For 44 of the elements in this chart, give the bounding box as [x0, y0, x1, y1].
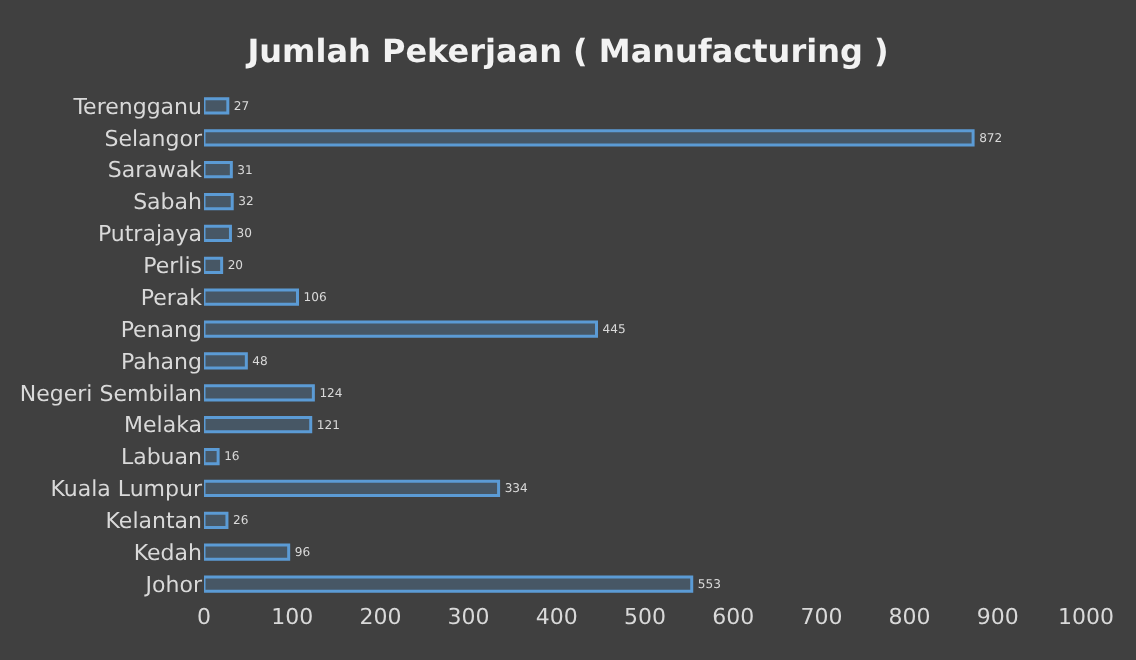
bar	[204, 575, 694, 593]
y-tick-label: Sarawak	[107, 157, 204, 184]
bar	[204, 352, 248, 370]
y-tick-label: Sabah	[133, 189, 203, 216]
y-tick-label: Negeri Sembilan	[19, 380, 203, 407]
x-tick-label: 800	[888, 604, 931, 630]
bar	[204, 543, 291, 561]
x-tick-label: 600	[712, 604, 755, 630]
bar	[204, 288, 299, 306]
y-tick-label: Putrajaya	[97, 221, 202, 248]
x-tick-label: 500	[624, 604, 666, 630]
y-tick-label: Selangor	[104, 125, 203, 152]
bar	[204, 320, 598, 338]
bar	[204, 256, 224, 274]
y-tick-label: Kedah	[133, 539, 203, 566]
bar	[204, 192, 234, 211]
x-tick-label: 100	[271, 604, 314, 630]
x-tick-label: 200	[359, 604, 402, 630]
bar	[204, 97, 230, 115]
x-tick-label: 700	[800, 604, 843, 630]
chart-title: Jumlah Pekerjaan ( Manufacturing )	[245, 32, 889, 70]
bar	[204, 416, 313, 434]
bar	[204, 129, 975, 147]
x-tick-label: 900	[976, 604, 1019, 630]
x-tick-label: 400	[535, 604, 578, 630]
y-tick-label: Perak	[140, 284, 204, 311]
bar	[204, 161, 233, 179]
y-tick-label: Perlis	[143, 253, 203, 280]
bar	[204, 384, 315, 402]
x-tick-label: 1000	[1058, 604, 1114, 630]
y-tick-label: Melaka	[124, 412, 202, 439]
y-tick-label: Pahang	[120, 348, 202, 375]
y-tick-label: Penang	[120, 316, 202, 343]
bar	[204, 447, 220, 466]
y-tick-label: Terengganu	[71, 93, 202, 120]
x-tick-label: 300	[447, 604, 490, 630]
y-tick-label: Kelantan	[105, 508, 203, 535]
x-tick-label: 0	[197, 604, 211, 630]
y-tick-label: Johor	[143, 571, 203, 598]
y-tick-label: Kuala Lumpur	[50, 476, 203, 503]
bar	[204, 511, 229, 529]
bar	[204, 479, 501, 498]
y-tick-label: Labuan	[120, 444, 203, 471]
bar	[204, 224, 232, 243]
